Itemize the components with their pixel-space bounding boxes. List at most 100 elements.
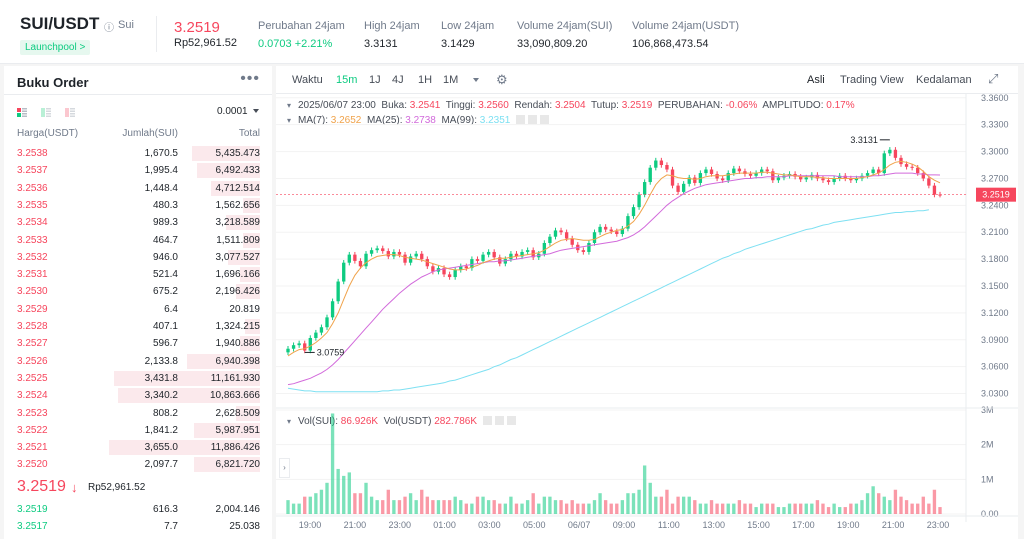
stat-low: Low 24jam 3.1429 xyxy=(441,20,495,50)
ask-row[interactable]: 3.2533 464.7 1,511.809 xyxy=(4,232,272,249)
ask-row[interactable]: 3.2537 1,995.4 6,492.433 xyxy=(4,162,272,179)
eye-icon[interactable] xyxy=(482,416,492,425)
ask-row[interactable]: 3.2536 1,448.4 4,712.514 xyxy=(4,180,272,197)
time-tick-label: 23:00 xyxy=(927,520,950,530)
ohlc-info: 2025/06/07 23:00 Buka: 3.2541 Tinggi: 3.… xyxy=(298,100,855,111)
candle-body xyxy=(732,168,736,174)
tab-original[interactable]: Asli xyxy=(807,74,825,86)
volume-bar xyxy=(369,496,374,514)
candle-body xyxy=(431,266,435,272)
ask-price: 3.2525 xyxy=(17,372,48,384)
ask-row[interactable]: 3.2524 3,340.2 10,863.666 xyxy=(4,387,272,404)
ask-row[interactable]: 3.2538 1,670.5 5,435.473 xyxy=(4,145,272,162)
volume-bar xyxy=(592,500,597,514)
candle-body xyxy=(514,253,519,257)
ask-row[interactable]: 3.2528 407.1 1,324.215 xyxy=(4,318,272,335)
collapse-icon[interactable]: ▾ xyxy=(287,116,292,125)
volume-bar xyxy=(319,489,324,514)
candle-body xyxy=(564,232,569,239)
volume-bar xyxy=(414,500,418,514)
settings-icon[interactable] xyxy=(528,115,538,124)
ask-amount: 808.2 xyxy=(152,407,178,419)
interval-4h[interactable]: 4J xyxy=(392,74,404,86)
symbol-name[interactable]: SUI/USDT xyxy=(20,14,100,33)
candle-body xyxy=(637,194,641,208)
candle-body xyxy=(308,337,312,351)
candle-body xyxy=(799,176,803,180)
candle-body xyxy=(609,229,613,232)
settings-icon[interactable] xyxy=(494,416,504,425)
tab-depth[interactable]: Kedalaman xyxy=(916,74,972,86)
bid-row[interactable]: 3.2519 616.3 2,004.146 xyxy=(4,501,272,518)
volume-bar xyxy=(832,503,836,514)
volume-bar xyxy=(865,493,870,514)
depth-bar xyxy=(226,215,260,231)
tick-size-select[interactable]: 0.0001 xyxy=(217,106,248,117)
stat-volume-quote: Volume 24jam(USDT) 106,868,473.54 xyxy=(632,20,739,50)
close-icon[interactable] xyxy=(506,416,516,425)
interval-15m[interactable]: 15m xyxy=(336,74,358,86)
interval-1d[interactable]: 1H xyxy=(418,74,433,86)
interval-more-icon[interactable] xyxy=(473,78,479,82)
candle-body xyxy=(826,180,831,183)
ask-row[interactable]: 3.2520 2,097.7 6,821.720 xyxy=(4,456,272,473)
ask-row[interactable]: 3.2522 1,841.2 5,987.951 xyxy=(4,422,272,439)
time-tick-label: 11:00 xyxy=(658,520,680,530)
ask-row[interactable]: 3.2532 946.0 3,077.527 xyxy=(4,249,272,266)
volume-bar xyxy=(420,489,424,514)
eye-icon[interactable] xyxy=(516,115,526,124)
candle-body xyxy=(670,169,675,186)
collapse-icon[interactable]: ▾ xyxy=(287,101,292,110)
candle-body xyxy=(904,164,909,167)
interval-time[interactable]: Waktu xyxy=(292,74,323,86)
ask-row[interactable]: 3.2530 675.2 2,196.426 xyxy=(4,283,272,300)
chevron-down-icon[interactable] xyxy=(253,109,259,113)
volume-bar xyxy=(704,503,708,514)
ask-row[interactable]: 3.2526 2,133.8 6,940.398 xyxy=(4,353,272,370)
volume-bar xyxy=(587,503,591,514)
ask-row[interactable]: 3.2527 596.7 1,940.886 xyxy=(4,335,272,352)
time-tick-label: 06/07 xyxy=(568,520,591,530)
depth-bar xyxy=(236,284,260,300)
time-tick-label: 23:00 xyxy=(388,520,411,530)
ask-row[interactable]: 3.2521 3,655.0 11,886.426 xyxy=(4,439,272,456)
tab-tradingview[interactable]: Trading View xyxy=(840,74,904,86)
info-icon[interactable]: ⓘ xyxy=(104,23,114,34)
candle-body xyxy=(525,250,530,252)
layout-bids-icon[interactable] xyxy=(41,108,51,117)
volume-bar xyxy=(882,496,886,514)
depth-bar xyxy=(236,405,260,421)
volume-bar xyxy=(815,500,820,514)
close-icon[interactable] xyxy=(540,115,550,124)
ask-row[interactable]: 3.2523 808.2 2,628.509 xyxy=(4,405,272,422)
layout-asks-icon[interactable] xyxy=(65,108,75,117)
expand-icon[interactable]: ⤢ xyxy=(988,71,999,86)
ask-row[interactable]: 3.2535 480.3 1,562.656 xyxy=(4,197,272,214)
volume-bar xyxy=(888,500,892,514)
volume-bar xyxy=(325,482,329,514)
volume-bar xyxy=(598,493,602,514)
symbol-subname: Sui xyxy=(118,19,134,31)
launchpool-badge[interactable]: Launchpool > xyxy=(20,40,91,55)
high-marker-label: 3.3131 xyxy=(850,135,878,145)
time-tick-label: 05:00 xyxy=(523,520,546,530)
interval-1w[interactable]: 1M xyxy=(443,74,459,86)
volume-bar xyxy=(648,482,652,514)
volume-bar xyxy=(670,503,675,514)
candlestick-chart[interactable]: 3.3600 3.3300 3.3000 3.2700 3.2400 3.2100 3.18… xyxy=(276,94,1018,539)
ask-row[interactable]: 3.2529 6.4 20.819 xyxy=(4,301,272,318)
ask-row[interactable]: 3.2525 3,431.8 11,161.930 xyxy=(4,370,272,387)
chevron-right-icon[interactable]: › xyxy=(279,458,290,478)
volume-bar xyxy=(347,472,351,514)
more-options-icon[interactable]: ••• xyxy=(240,70,260,87)
ask-row[interactable]: 3.2534 989.3 3,218.589 xyxy=(4,214,272,231)
gear-icon[interactable]: ⚙ xyxy=(496,72,508,87)
layout-both-icon[interactable] xyxy=(17,108,27,117)
volume-bar xyxy=(799,503,803,514)
depth-bar xyxy=(109,440,260,456)
bid-row[interactable]: 3.2517 7.7 25.038 xyxy=(4,518,272,535)
collapse-icon[interactable]: ▾ xyxy=(287,417,292,426)
ask-row[interactable]: 3.2531 521.4 1,696.166 xyxy=(4,266,272,283)
volume-bar xyxy=(353,493,357,514)
interval-1h[interactable]: 1J xyxy=(369,74,381,86)
